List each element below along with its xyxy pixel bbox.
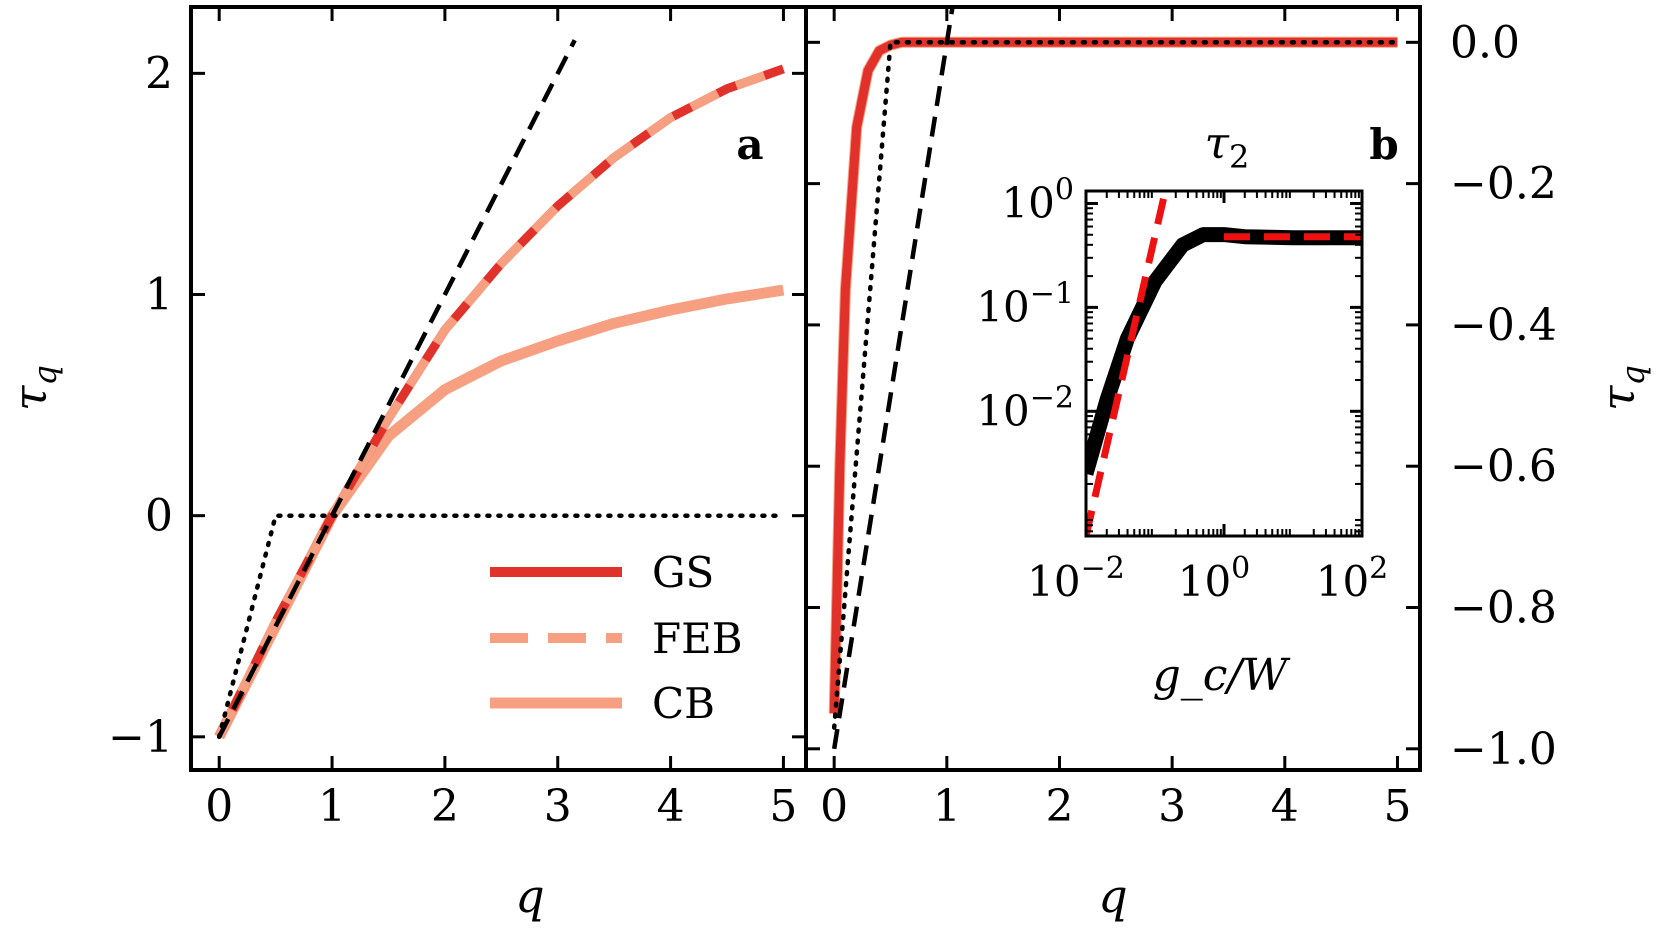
y-tick-label-b: −0.6 (1450, 441, 1557, 492)
series-line-a-bound-dotted (216, 513, 786, 740)
inset-y-tick-exp: 0 (1055, 172, 1074, 207)
panel-b-x-label: q (1098, 869, 1127, 923)
legend: GS FEB CB (490, 548, 743, 728)
x-tick-label-a: 2 (431, 781, 459, 832)
inset-title-sub: 2 (1229, 138, 1249, 176)
panel-a-label: a (736, 120, 763, 169)
inset-x-tick-base: 10 (1027, 557, 1080, 606)
y-tick-label-a: −1 (108, 712, 173, 763)
inset-x-tick-label: 10−2 (1027, 551, 1125, 606)
panel-a-series (214, 39, 786, 740)
x-tick-label-a: 3 (544, 781, 572, 832)
panel-b-series (828, 7, 1400, 750)
y-tick-label-b: −1.0 (1450, 724, 1557, 775)
panel-b: 0 1 2 3 4 50.0−0.2−0.4−0.6−0.8−1.0 b q τq τ2 … (804, 5, 1652, 923)
panel-a-y-label-sub: q (26, 365, 64, 385)
inset-x-tick-base: 10 (1178, 557, 1231, 606)
x-tick-label-a: 1 (318, 781, 346, 832)
inset-x-label: g_c/W (1153, 650, 1292, 701)
series-line-a-bound-dashed (217, 39, 577, 738)
y-tick-label-b: −0.8 (1450, 583, 1557, 634)
inset-y-tick-label: 10−1 (976, 276, 1074, 331)
inset-plot-area (1086, 191, 1362, 536)
x-tick-label-b: 5 (1383, 781, 1411, 832)
series-line-b-bound-dotted (831, 40, 1400, 730)
x-tick-label-b: 4 (1271, 781, 1299, 832)
x-tick-label-a: 5 (769, 781, 797, 832)
y-tick-label-b: 0.0 (1450, 17, 1520, 68)
inset-x-tick-exp: 2 (1369, 551, 1388, 586)
y-tick-label-b: −0.4 (1450, 300, 1557, 351)
inset-x-tick-exp: 0 (1231, 551, 1250, 586)
inset-y-tick-label: 100 (1001, 172, 1074, 227)
inset-line-asymptote-low (1086, 191, 1169, 536)
panel-a-x-label: q (515, 869, 544, 923)
legend-label-CB: CB (652, 679, 715, 728)
panel-b-y-label: τq (1591, 365, 1652, 411)
series-line-a-FEB (215, 64, 785, 739)
inset-x-tick-base: 10 (1316, 557, 1369, 606)
series-line-b-bound-dashed (831, 7, 955, 750)
legend-label-GS: GS (652, 548, 714, 597)
inset-series (1086, 191, 1362, 536)
inset-x-tick-label: 102 (1316, 551, 1389, 606)
x-tick-label-b: 1 (933, 781, 961, 832)
x-tick-label-b: 3 (1158, 781, 1186, 832)
inset-x-tick-label: 100 (1178, 551, 1251, 606)
panel-a-y-label: τq (3, 365, 64, 411)
inset-x-tick-exp: −2 (1081, 551, 1125, 586)
x-tick-label-a: 0 (205, 781, 233, 832)
series-line-a-CB (214, 284, 785, 740)
x-tick-label-b: 2 (1045, 781, 1073, 832)
inset-y-tick-base: 10 (976, 282, 1029, 331)
legend-label-FEB: FEB (652, 614, 743, 663)
panel-b-y-label-text: τ (1591, 384, 1645, 411)
inset-y-tick-exp: −2 (1030, 380, 1074, 415)
inset-y-tick-label: 10−2 (976, 380, 1074, 435)
panel-a-y-label-text: τ (3, 384, 57, 411)
y-tick-label-a: 2 (145, 48, 173, 99)
inset-y-tick-exp: −1 (1030, 276, 1074, 311)
panel-a-plot-area (214, 39, 786, 740)
y-tick-label-a: 0 (145, 491, 173, 542)
panel-b-ticks: 0 1 2 3 4 5 0.0 −0.2 −0.4 −0.6 −0.8 −1.0 (806, 7, 1557, 832)
inset-title: τ2 (1205, 118, 1250, 176)
inset-title-text: τ (1205, 118, 1230, 169)
panel-b-label: b (1369, 120, 1398, 169)
panel-b-y-label-sub: q (1614, 365, 1652, 385)
panel-a-ticks: 0 1 2 3 4 5 −1 0 1 2 (108, 7, 806, 832)
panel-b-frame (804, 5, 1422, 772)
inset-y-tick-base: 10 (1001, 178, 1054, 227)
x-tick-label-a: 4 (657, 781, 685, 832)
inset-background (1086, 191, 1362, 536)
y-tick-label-a: 1 (145, 270, 173, 321)
x-tick-label-b: 0 (820, 781, 848, 832)
panel-b-plot-area (828, 7, 1400, 750)
inset-y-tick-base: 10 (976, 386, 1029, 435)
y-tick-label-b: −0.2 (1450, 159, 1557, 210)
